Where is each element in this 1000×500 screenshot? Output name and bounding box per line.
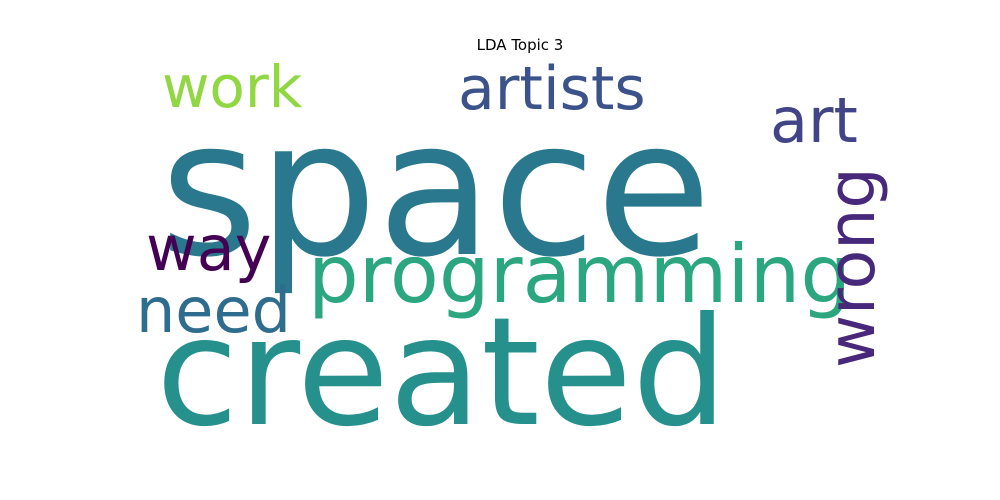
word-artists: artists (458, 54, 646, 124)
word-work: work (162, 53, 303, 121)
word-way: way (146, 212, 272, 285)
word-art: art (770, 84, 858, 157)
word-programming: programming (308, 228, 852, 321)
chart-title: LDA Topic 3 (476, 36, 564, 54)
word-wrong: wrong (815, 167, 890, 368)
word-need: need (136, 274, 291, 347)
word-created: created (156, 286, 728, 460)
word-space: space (160, 80, 712, 299)
